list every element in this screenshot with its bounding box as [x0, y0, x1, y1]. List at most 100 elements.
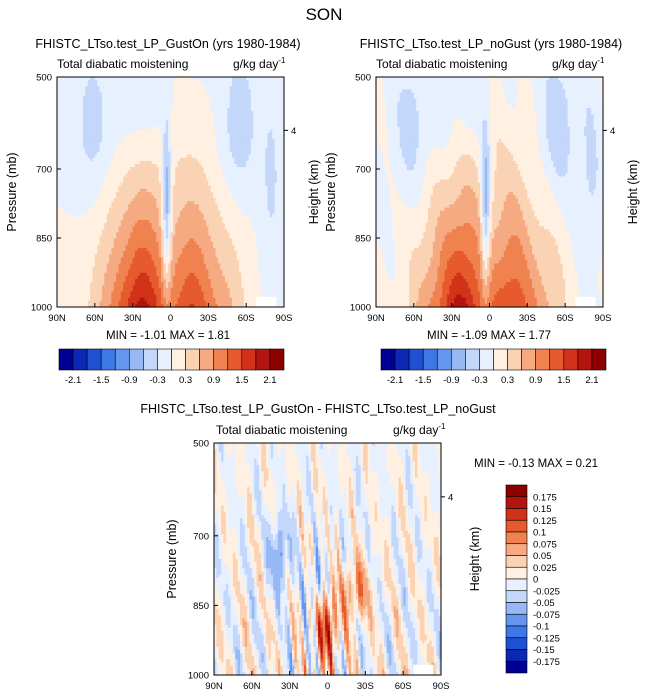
x-tick-label: 60S	[557, 313, 574, 324]
x-tick-label: 30S	[519, 313, 536, 324]
colorbar-swatch	[578, 349, 592, 370]
colorbar-swatch	[381, 349, 395, 370]
colorbar-swatch	[506, 544, 527, 556]
x-tick-label: 0	[487, 313, 492, 324]
colorbar-swatch	[506, 614, 527, 626]
x-tick-label: 60S	[238, 313, 255, 324]
y-tick-label: 700	[193, 531, 209, 542]
colorbar-label: 0.05	[533, 551, 552, 562]
right-tick-label: 4	[610, 126, 615, 137]
colorbar-label: 0.125	[533, 516, 557, 527]
colorbar-label: 0.9	[207, 375, 220, 386]
colorbar-swatch	[506, 567, 527, 579]
colorbar-label: -0.3	[149, 375, 165, 386]
x-tick-label: 90S	[276, 313, 293, 324]
colorbar-label: 0.025	[533, 563, 557, 574]
y-axis-label: Pressure (mb)	[324, 152, 338, 231]
colorbar-swatch	[494, 349, 508, 370]
panel-subtitle: Total diabatic moistening	[376, 57, 507, 71]
colorbar-label: 0.9	[529, 375, 542, 386]
x-tick-label: 90S	[433, 681, 450, 692]
y-tick-label: 700	[36, 165, 52, 176]
x-tick-label: 30N	[281, 681, 299, 692]
colorbar-label: -0.025	[533, 586, 560, 597]
colorbar-swatch	[143, 349, 157, 370]
colorbar-swatch	[73, 349, 87, 370]
colorbar-swatch	[564, 349, 578, 370]
colorbar-swatch	[270, 349, 284, 370]
right-tick-label: 4	[291, 126, 296, 137]
panel-no-gust: FHISTC_LTso.test_LP_noGust (yrs 1980-198…	[324, 37, 640, 342]
colorbar-label: -0.05	[533, 598, 555, 609]
x-tick-label: 60S	[395, 681, 412, 692]
figure-canvas: SON FHISTC_LTso.test_LP_GustOn (yrs 1980…	[0, 0, 648, 698]
colorbar-swatch	[172, 349, 186, 370]
colorbar-swatch	[506, 650, 527, 662]
right-axis-label: Height (km)	[626, 160, 640, 225]
colorbar-swatch	[506, 532, 527, 544]
colorbar-swatch	[508, 349, 522, 370]
colorbar-label: 0.1	[533, 528, 546, 539]
colorbar-swatch	[479, 349, 493, 370]
colorbar-label: 0.075	[533, 539, 557, 550]
colorbar-swatch	[115, 349, 129, 370]
colorbar-label: 0.15	[533, 504, 552, 515]
x-tick-label: 90S	[595, 313, 612, 324]
min-max-stats: MIN = -0.13 MAX = 0.21	[474, 458, 598, 470]
y-axis-label: Pressure (mb)	[165, 519, 179, 598]
colorbar-label: -1.5	[93, 375, 109, 386]
x-tick-label: 30N	[124, 313, 142, 324]
colorbar-swatch	[409, 349, 423, 370]
colorbar-swatch	[506, 556, 527, 568]
right-tick-label: 4	[448, 492, 453, 503]
colorbar-label: -0.9	[443, 375, 459, 386]
colorbar-swatch	[506, 638, 527, 650]
colorbar-swatch	[228, 349, 242, 370]
colorbar-label: 1.5	[235, 375, 248, 386]
panel-title: FHISTC_LTso.test_LP_noGust (yrs 1980-198…	[360, 37, 622, 51]
colorbar-swatch	[59, 349, 73, 370]
colorbar-swatch	[101, 349, 115, 370]
missing-data-mask	[413, 665, 433, 675]
colorbar-swatch	[536, 349, 550, 370]
colorbar-swatch	[506, 626, 527, 638]
contour-field	[57, 77, 285, 308]
y-tick-label: 500	[36, 73, 52, 84]
panel-subtitle: Total diabatic moistening	[57, 57, 188, 71]
x-tick-label: 0	[325, 681, 330, 692]
colorbar-swatch	[506, 579, 527, 591]
colorbar-label: -0.125	[533, 633, 560, 644]
x-tick-label: 60N	[243, 681, 261, 692]
colorbar-swatch	[550, 349, 564, 370]
colorbar-swatch	[87, 349, 101, 370]
colorbar-swatch	[451, 349, 465, 370]
colorbar-swatch	[437, 349, 451, 370]
page-title: SON	[306, 5, 343, 24]
colorbar-label: -0.9	[121, 375, 137, 386]
x-tick-label: 90N	[367, 313, 385, 324]
contour-field	[214, 443, 442, 676]
colorbar-label: 2.1	[263, 375, 276, 386]
panel-gust-on: FHISTC_LTso.test_LP_GustOn (yrs 1980-198…	[5, 37, 321, 342]
y-tick-label: 850	[355, 234, 371, 245]
colorbar-swatch	[242, 349, 256, 370]
colorbar-swatch	[506, 485, 527, 497]
panel-units: g/kg day-1	[393, 422, 446, 437]
y-tick-label: 500	[355, 73, 371, 84]
colorbar-swatch	[506, 509, 527, 521]
colorbar-left: -2.1 -1.5 -0.9 -0.3 0.3 0.9 1.5 2.1	[59, 349, 284, 386]
x-tick-label: 60N	[86, 313, 104, 324]
y-tick-label: 850	[36, 234, 52, 245]
panel-units: g/kg day-1	[552, 56, 605, 71]
panel-title: FHISTC_LTso.test_LP_GustOn (yrs 1980-198…	[35, 37, 300, 51]
colorbar-label: -0.15	[533, 645, 555, 656]
right-axis-label: Height (km)	[307, 160, 321, 225]
colorbar-swatch	[129, 349, 143, 370]
y-tick-label: 700	[355, 165, 371, 176]
panel-subtitle: Total diabatic moistening	[216, 423, 347, 437]
colorbar-label: -0.1	[533, 622, 549, 633]
colorbar-swatch	[506, 591, 527, 603]
